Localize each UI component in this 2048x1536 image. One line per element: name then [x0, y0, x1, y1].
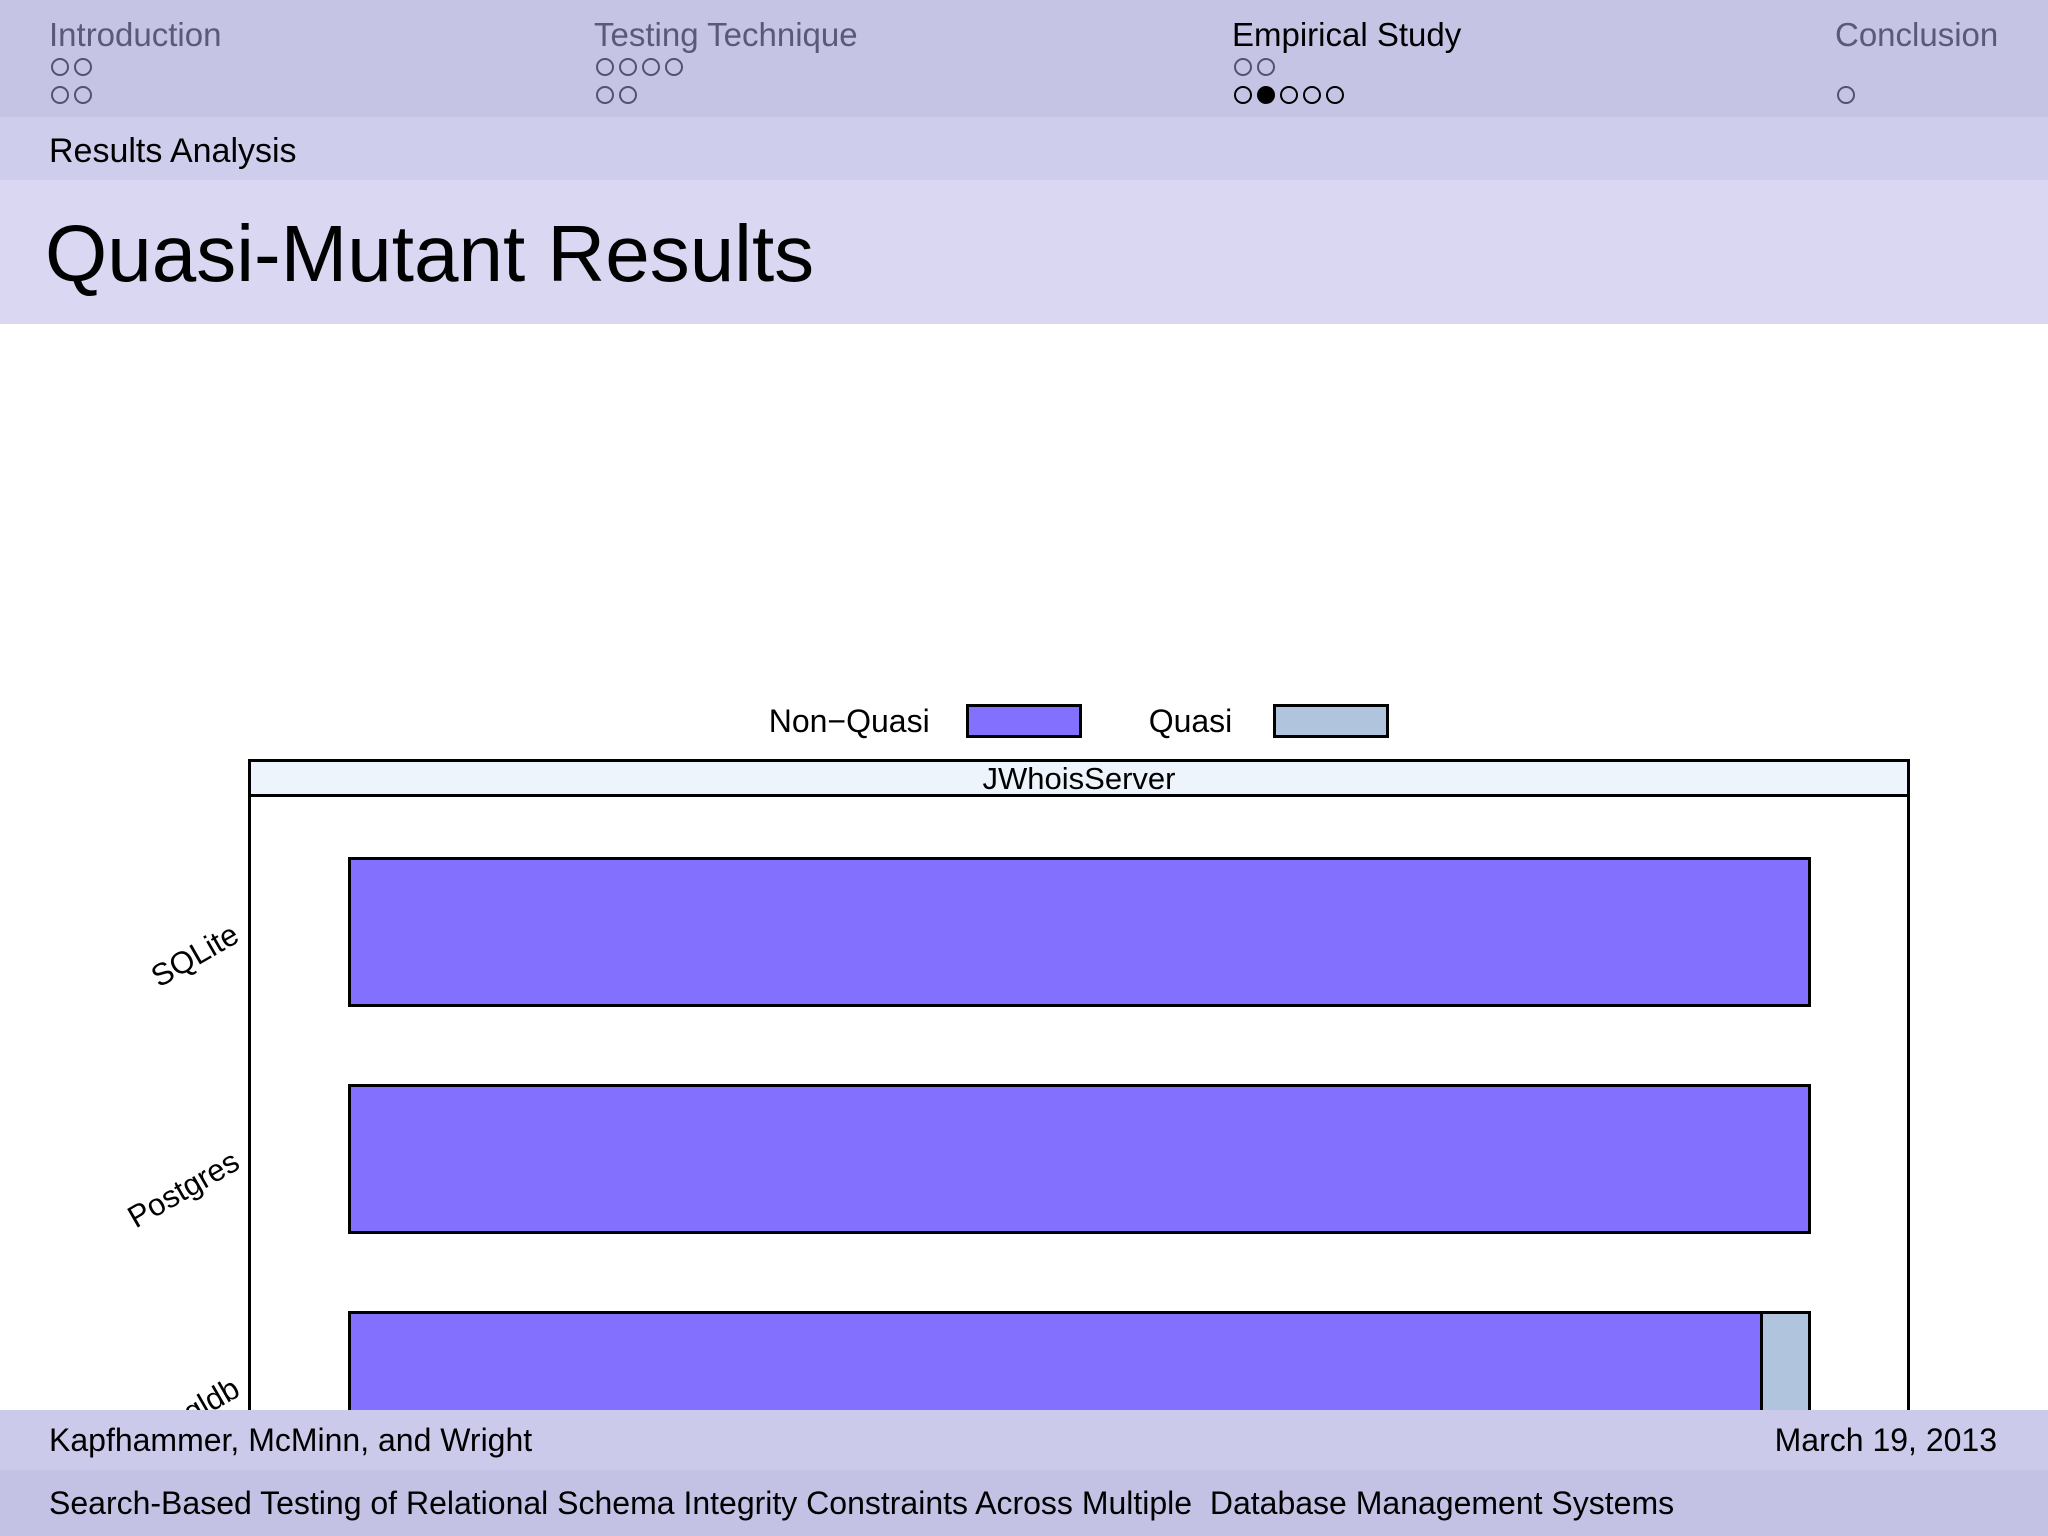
nav-dot-row — [51, 58, 92, 76]
nav-dot[interactable] — [665, 58, 683, 76]
nav-dot[interactable] — [1326, 86, 1344, 104]
nav-dot[interactable] — [1280, 86, 1298, 104]
subsection-band — [0, 117, 2048, 180]
nav-dot-current[interactable] — [1257, 86, 1275, 104]
nav-dot-row — [1837, 86, 1855, 104]
nav-dot[interactable] — [1257, 58, 1275, 76]
y-category-label-postgres: Postgres — [121, 1143, 245, 1235]
nav-dot[interactable] — [1837, 86, 1855, 104]
legend-label-non-quasi: Non−Quasi — [768, 703, 930, 739]
nav-dot-row — [1234, 58, 1275, 76]
subsection-title: Results Analysis — [49, 132, 297, 170]
y-category-label-sqlite: SQLite — [145, 916, 245, 995]
bar-postgres-non-quasi — [348, 1084, 1811, 1234]
legend-swatch-quasi — [1273, 704, 1390, 738]
nav-section-label[interactable]: Testing Technique — [594, 16, 858, 53]
nav-section-testing-technique[interactable]: Testing Technique — [594, 16, 858, 104]
nav-band: Introduction Testing Technique Empirical S… — [0, 0, 2048, 117]
nav-dot[interactable] — [1303, 86, 1321, 104]
nav-dot-row — [51, 86, 92, 104]
nav-dot-row — [1234, 86, 1344, 104]
legend-swatch-non-quasi — [965, 704, 1082, 738]
nav-dot[interactable] — [619, 58, 637, 76]
footer-authors: Kapfhammer, McMinn, and Wright — [49, 1422, 533, 1458]
nav-dot[interactable] — [642, 58, 660, 76]
footer-authors-band: Kapfhammer, McMinn, and Wright March 19,… — [0, 1410, 2048, 1470]
nav-section-label[interactable]: Conclusion — [1835, 16, 1999, 53]
nav-dot[interactable] — [619, 86, 637, 104]
nav-dot[interactable] — [51, 86, 69, 104]
legend-label-quasi: Quasi — [1148, 703, 1233, 739]
panel-strip-title: JWhoisServer — [982, 760, 1176, 796]
nav-section-introduction[interactable]: Introduction — [49, 16, 222, 104]
nav-dot[interactable] — [1234, 86, 1252, 104]
nav-section-empirical-study[interactable]: Empirical Study — [1232, 16, 1462, 104]
nav-dot[interactable] — [596, 58, 614, 76]
nav-section-conclusion[interactable]: Conclusion — [1835, 16, 1999, 104]
panel-strip: JWhoisServer — [248, 759, 1910, 797]
nav-dot-row — [596, 86, 637, 104]
nav-section-label[interactable]: Empirical Study — [1232, 16, 1462, 53]
nav-dot[interactable] — [51, 58, 69, 76]
footer-date: March 19, 2013 — [1774, 1422, 1997, 1458]
chart-legend: Non−Quasi Quasi — [248, 701, 1910, 741]
title-band — [0, 180, 2048, 324]
nav-dot-row — [596, 58, 683, 76]
nav-section-label[interactable]: Introduction — [49, 16, 222, 53]
nav-dot[interactable] — [596, 86, 614, 104]
footer-paper-title: Search-Based Testing of Relational Schem… — [49, 1485, 1675, 1521]
footer-title-band: Search-Based Testing of Relational Schem… — [0, 1470, 2048, 1536]
nav-dot[interactable] — [74, 86, 92, 104]
nav-dot[interactable] — [74, 58, 92, 76]
nav-dot[interactable] — [1234, 58, 1252, 76]
page-title: Quasi-Mutant Results — [45, 209, 815, 298]
bar-sqlite-non-quasi — [348, 857, 1811, 1007]
